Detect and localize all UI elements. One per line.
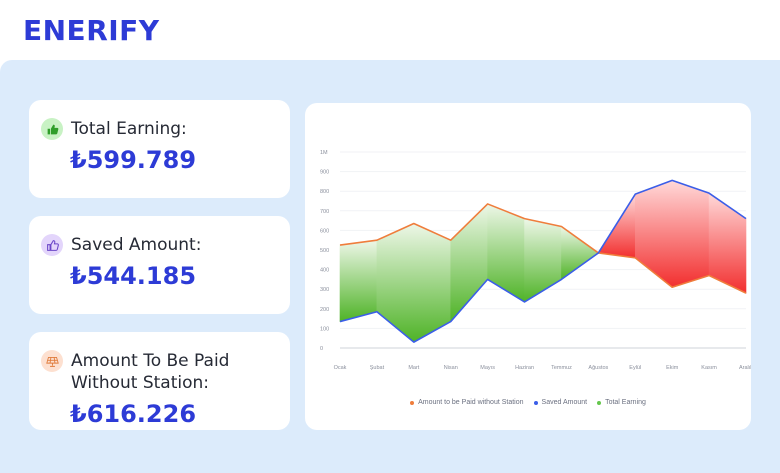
x-tick-label: Haziran [515,365,534,371]
y-tick-label: 400 [320,268,329,274]
y-tick-label: 0 [320,346,323,352]
card-label: Saved Amount: [71,235,202,255]
solar-panel-icon [41,350,63,372]
x-tick-label: Mayıs [480,365,495,371]
earning-area [487,203,525,303]
card-value: ₺616.226 [70,400,197,428]
y-tick-label: 300 [320,287,329,293]
earning-area [561,225,599,280]
thumbs-up-icon [41,118,63,140]
area-chart: 0 100 200 300 400 500 600 700 800 900 1M Ocak Şubat M… [320,150,751,371]
thumbs-up-outline-icon [41,234,63,256]
x-tick-label: Eylül [629,365,641,371]
y-tick-label: 1M [320,150,328,156]
x-tick-label: Kasım [701,365,717,371]
legend-label: Amount to be Paid without Station [418,399,524,406]
y-tick-label: 600 [320,228,329,234]
card-label: Amount To Be Paid Without Station: [71,351,230,393]
y-tick-label: 200 [320,307,329,313]
x-tick-label: Temmuz [551,365,572,371]
amount-without-station-card: Amount To Be Paid Without Station: ₺616.… [29,332,290,430]
legend-label: Total Earning [605,399,646,406]
legend-item[interactable]: Total Earning [597,399,646,406]
brand-logo: ENERIFY [23,14,160,47]
y-tick-label: 500 [320,248,329,254]
chart-card: 0 100 200 300 400 500 600 700 800 900 1M Ocak Şubat M… [305,103,751,430]
card-value: ₺544.185 [70,262,197,290]
x-tick-label: Şubat [370,365,385,371]
x-tick-label: Ağustos [588,365,608,371]
total-earning-card: Total Earning: ₺599.789 [29,100,290,198]
x-tick-label: Ocak [334,365,347,371]
saved-amount-line [339,179,747,343]
loss-area [671,179,710,288]
saved-amount-card: Saved Amount: ₺544.185 [29,216,290,314]
legend-label: Saved Amount [541,399,588,406]
y-tick-label: 100 [320,326,329,332]
station-cost-line [339,203,747,294]
earning-area [376,223,415,343]
legend-dot-icon [410,400,415,405]
y-tick-label: 800 [320,189,329,195]
x-tick-label: Aralık [739,365,751,371]
x-tick-label: Mart [408,365,419,371]
loss-area [634,179,673,288]
y-tick-label: 900 [320,170,329,176]
card-label: Total Earning: [71,119,187,139]
y-tick-label: 700 [320,209,329,215]
legend-item[interactable]: Amount to be Paid without Station [410,399,524,406]
chart-legend: Amount to be Paid without Station Saved A… [305,399,751,406]
x-tick-label: Nisan [444,365,458,371]
card-value: ₺599.789 [70,146,197,174]
legend-dot-icon [533,400,538,405]
x-tick-label: Ekim [666,365,679,371]
legend-dot-icon [597,400,602,405]
legend-item[interactable]: Saved Amount [533,399,588,406]
earning-area [339,239,378,322]
